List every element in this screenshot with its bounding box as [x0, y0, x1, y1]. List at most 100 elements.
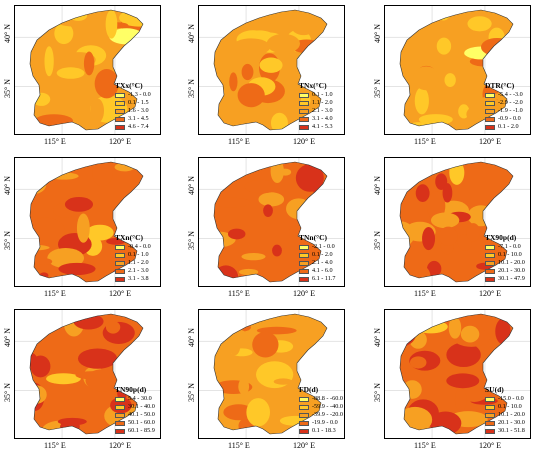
value-patch — [241, 63, 254, 81]
legend-entry: -19.9 - 0.0 — [299, 419, 343, 427]
legend-title: FD(d) — [299, 385, 319, 394]
map-panel-6: TX90p(d) -7.1 - 0.0 0.1 - 10.0 10.1 - 20.0 2… — [384, 157, 531, 287]
map-legend: FD(d) -88.8 - -60.0 -59.9 - -40.0 -39.9 - -… — [299, 385, 343, 435]
value-patch — [446, 373, 480, 389]
value-patch — [239, 268, 259, 276]
legend-label: 1.1 - 2.0 — [312, 99, 333, 107]
legend-swatch — [485, 396, 495, 402]
latitude-label: 35° N — [3, 79, 12, 98]
legend-entry: -59.9 - -40.0 — [299, 403, 343, 411]
value-patch — [77, 348, 118, 369]
legend-label: -2.9 - -2.0 — [498, 99, 523, 107]
legend-title: DTR(°C) — [485, 81, 515, 90]
legend-swatch — [485, 412, 495, 418]
legend-swatch — [115, 92, 125, 98]
legend-entry: -0.4 - 0.0 — [115, 243, 151, 251]
region-border — [29, 161, 144, 283]
value-patch — [237, 83, 265, 108]
legend-label: 10.1 - 20.0 — [498, 411, 525, 419]
legend-label: 0.1 - 10.0 — [498, 251, 522, 259]
value-patch — [114, 162, 135, 172]
legend-swatch — [485, 276, 495, 282]
value-patch — [414, 320, 448, 334]
legend-label: -2.1 - 0.0 — [312, 243, 335, 250]
legend-label: 0.1 - 18.3 — [312, 427, 336, 435]
legend-swatch — [299, 404, 309, 410]
value-patch — [418, 114, 453, 125]
value-patch — [460, 325, 480, 343]
legend-swatch — [299, 396, 309, 402]
legend-entry: -1.9 - -1.0 — [485, 107, 523, 115]
legend-entry: -1.3 - 0.0 — [115, 91, 151, 99]
value-patch — [442, 183, 453, 203]
latitude-label: 35° N — [3, 231, 12, 250]
legend-entry: 3.1 - 4.5 — [115, 115, 151, 123]
value-patch — [444, 73, 456, 87]
value-patch — [229, 337, 241, 356]
legend-title: SU(d) — [485, 385, 504, 394]
value-patch — [30, 385, 47, 404]
region-border — [213, 161, 328, 283]
legend-label: 6.1 - 11.7 — [312, 275, 336, 283]
value-patch — [492, 51, 508, 66]
legend-label: -15.0 - 0.0 — [498, 395, 524, 402]
legend-entry: 2.1 - 3.0 — [115, 267, 151, 275]
latitude-label: 35° N — [373, 383, 382, 402]
region-border — [399, 9, 514, 131]
legend-entry: 0.1 - 2.0 — [485, 123, 523, 131]
value-patch — [409, 356, 427, 369]
value-patch — [270, 112, 288, 130]
value-patch — [38, 258, 53, 265]
map-region — [199, 158, 344, 286]
legend-label: 0.1 - 10.0 — [498, 403, 522, 411]
legend-title: TXn(°C) — [115, 233, 144, 242]
legend-label: 20.1 - 30.0 — [498, 419, 525, 427]
legend-entry: 2.1 - 4.0 — [299, 259, 336, 267]
legend-swatch — [299, 92, 309, 98]
value-patch — [290, 14, 317, 36]
latitude-label: 35° N — [187, 79, 196, 98]
legend-swatch — [115, 428, 125, 434]
legend-swatch — [299, 124, 309, 130]
value-patch — [127, 354, 143, 366]
legend-swatch — [115, 396, 125, 402]
value-patch — [125, 51, 140, 70]
value-patch — [30, 217, 65, 244]
value-patch — [415, 184, 430, 202]
value-patch — [57, 275, 72, 282]
legend-entry: 1.1 - 2.0 — [115, 259, 151, 267]
legend-label: 2.1 - 3.0 — [128, 267, 149, 275]
longitude-label: 115° E — [228, 289, 250, 298]
value-patch — [297, 51, 317, 70]
value-patch — [426, 260, 442, 277]
legend-swatch — [115, 116, 125, 122]
region-border — [399, 313, 514, 435]
value-patch — [258, 192, 285, 207]
legend-entry: 30.1 - 40.0 — [115, 403, 155, 411]
value-patch — [214, 168, 236, 182]
legend-entry: 4.1 - 6.0 — [299, 267, 336, 275]
map-region — [15, 158, 160, 286]
value-patch — [449, 162, 465, 185]
value-patch — [266, 33, 301, 54]
map-legend: SU(d) -15.0 - 0.0 0.1 - 10.0 10.1 - 20.0 20.… — [485, 385, 525, 435]
value-patch — [30, 162, 52, 177]
legend-entry: 60.1 - 85.9 — [115, 427, 155, 435]
latitude-label: 40° N — [373, 176, 382, 195]
value-patch — [400, 316, 417, 347]
value-patch — [223, 404, 254, 421]
region-border — [213, 313, 328, 435]
region-border — [399, 161, 514, 283]
legend-swatch — [299, 420, 309, 426]
legend-swatch — [485, 124, 495, 130]
legend-entry: 6.1 - 11.7 — [299, 275, 336, 283]
longitude-label: 120° E — [109, 441, 132, 450]
longitude-label: 120° E — [293, 137, 316, 146]
legend-label: 4.1 - 6.0 — [312, 267, 333, 275]
legend-label: -39.9 - -20.0 — [312, 411, 343, 419]
map-legend: TX90p(d) -7.1 - 0.0 0.1 - 10.0 10.1 - 20.0 2… — [485, 233, 525, 283]
legend-label: 3.1 - 3.8 — [128, 275, 149, 283]
legend-swatch — [299, 108, 309, 114]
legend-entry: 0.1 - 1.5 — [115, 99, 151, 107]
value-patch — [263, 204, 273, 218]
